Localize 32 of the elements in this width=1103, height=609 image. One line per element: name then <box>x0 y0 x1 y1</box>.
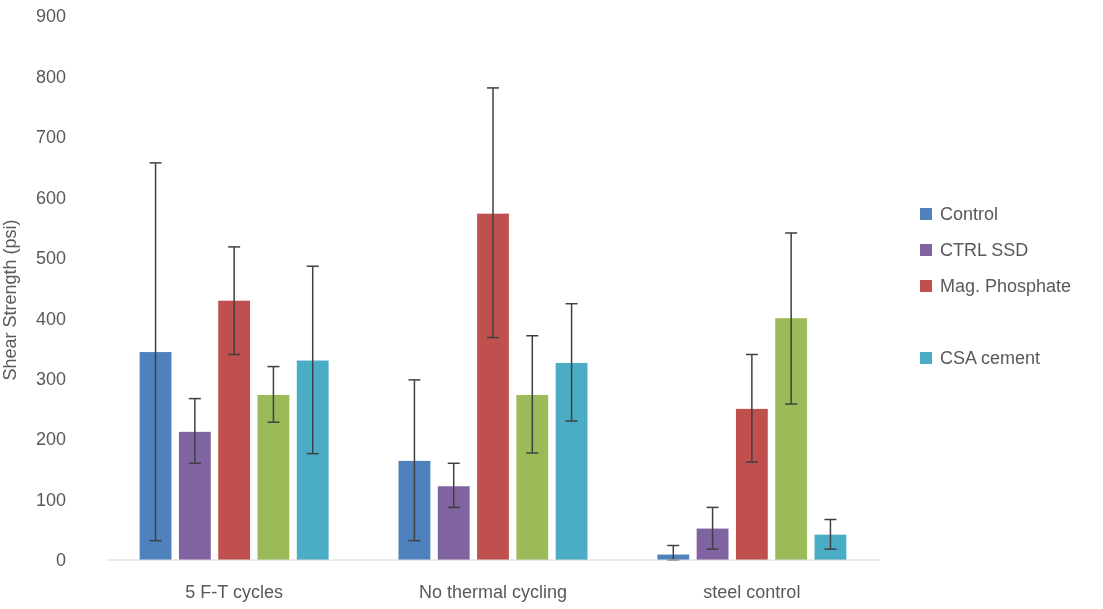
bar <box>814 534 847 560</box>
y-tick-label: 300 <box>35 368 66 389</box>
y-tick-label: 800 <box>35 66 66 87</box>
bar <box>218 300 251 560</box>
x-tick-label: steel control <box>703 582 801 602</box>
bar <box>696 528 729 560</box>
bar <box>555 362 588 560</box>
y-tick-label: 900 <box>35 6 66 27</box>
y-tick-label: 400 <box>35 308 66 329</box>
bar <box>477 213 509 560</box>
bar <box>139 352 172 560</box>
legend-label: CSA cement <box>940 348 1041 369</box>
bar <box>257 394 290 560</box>
y-axis-title: Shear Strength (psi) <box>0 219 20 381</box>
y-tick-label: 600 <box>35 187 66 208</box>
legend-label: CTRL SSD <box>940 240 1029 261</box>
y-tick-label: 100 <box>35 489 66 510</box>
y-tick-label: 700 <box>35 127 66 148</box>
bar <box>398 460 431 560</box>
bar <box>178 431 211 560</box>
y-tick-label: 0 <box>55 550 66 571</box>
bar <box>516 394 549 560</box>
x-tick-label: No thermal cycling <box>418 582 568 602</box>
x-tick-label: 5 F-T cycles <box>185 582 283 602</box>
bar <box>296 360 329 560</box>
legend-label: Control <box>940 204 999 225</box>
bar <box>437 486 470 560</box>
y-tick-label: 500 <box>35 248 66 269</box>
bar <box>775 318 808 560</box>
legend-label: Mag. Phosphate <box>940 276 1072 297</box>
y-tick-label: 200 <box>35 429 66 450</box>
bar <box>735 408 768 560</box>
